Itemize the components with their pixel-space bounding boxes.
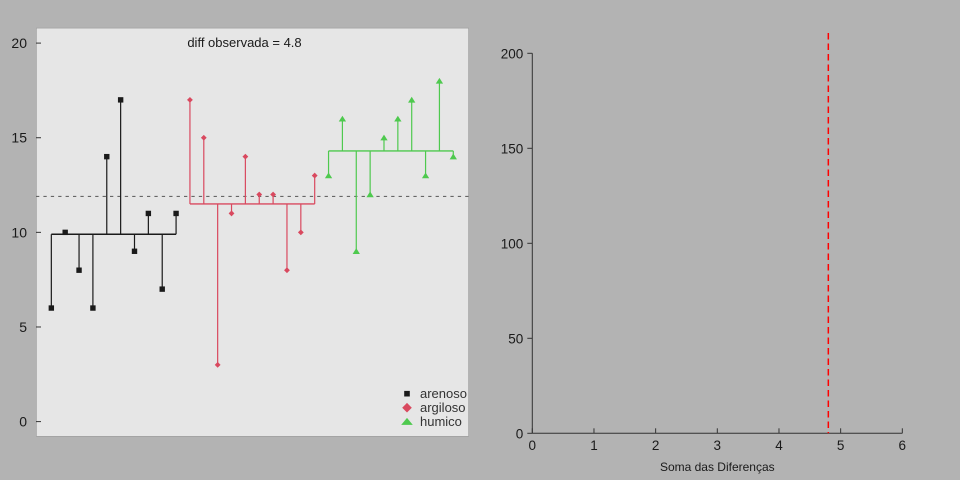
svg-text:10: 10 — [11, 224, 27, 240]
svg-text:Soma das Diferenças: Soma das Diferenças — [660, 460, 775, 474]
svg-text:0: 0 — [19, 414, 27, 430]
svg-text:argiloso: argiloso — [420, 400, 466, 415]
svg-text:arenoso: arenoso — [420, 386, 467, 401]
svg-text:200: 200 — [501, 46, 524, 61]
svg-text:50: 50 — [508, 331, 523, 346]
svg-text:5: 5 — [837, 438, 845, 453]
svg-text:4: 4 — [775, 438, 783, 453]
svg-text:5: 5 — [19, 319, 27, 335]
svg-text:1: 1 — [590, 438, 598, 453]
svg-text:100: 100 — [501, 236, 524, 251]
svg-text:6: 6 — [899, 438, 907, 453]
svg-text:0: 0 — [516, 426, 524, 441]
svg-text:15: 15 — [11, 130, 27, 146]
svg-text:20: 20 — [11, 35, 27, 51]
svg-text:0: 0 — [529, 438, 537, 453]
svg-text:diff observada = 4.8: diff observada = 4.8 — [187, 35, 301, 50]
svg-text:2: 2 — [652, 438, 660, 453]
svg-text:150: 150 — [501, 141, 524, 156]
svg-text:humico: humico — [420, 414, 462, 429]
svg-text:3: 3 — [714, 438, 722, 453]
